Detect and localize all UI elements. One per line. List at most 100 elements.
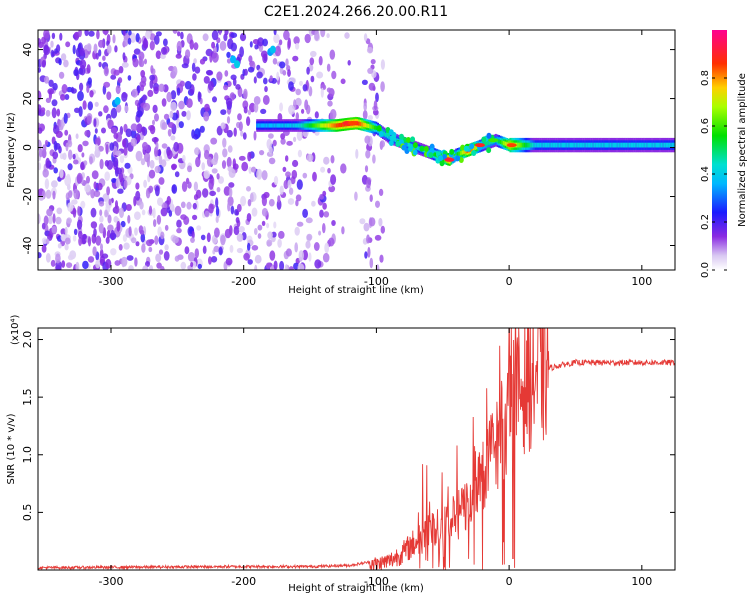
spectrogram-noise-point <box>119 126 124 135</box>
spectrogram-noise-point <box>130 137 137 147</box>
spectrogram-ridge-cell <box>563 142 566 148</box>
spectrogram-ridge-cell <box>337 123 340 128</box>
spectrogram-ridge-cell <box>635 142 637 148</box>
spectrogram-noise-point <box>347 60 351 66</box>
spectrogram-noise-point <box>45 109 51 117</box>
spectrogram-noise-point <box>211 52 219 63</box>
spectrogram-noise-point <box>127 37 132 45</box>
spectrogram-noise-point <box>194 147 200 156</box>
spectrogram-noise-point <box>193 133 199 140</box>
spectrogram-noise-point <box>228 182 235 188</box>
spectrogram-noise-point <box>153 219 157 228</box>
spectrogram-noise-point <box>305 240 311 249</box>
spectrogram-noise-point <box>150 65 154 74</box>
spectrogram-noise-point <box>133 196 137 207</box>
spectrogram-noise-point <box>304 99 309 111</box>
spectrogram-noise-point <box>58 71 65 79</box>
spectrogram-ridge-cell <box>324 123 327 128</box>
spectrogram-noise-point <box>293 262 299 270</box>
spectrogram-noise-point <box>286 140 293 146</box>
spectrogram-ridge-cell <box>273 123 276 128</box>
spectrogram-noise-point <box>216 187 221 193</box>
spectrogram-noise-point <box>105 143 109 155</box>
spectrogram-noise-point <box>250 192 254 203</box>
spectrogram-noise-point <box>45 238 50 245</box>
spectrogram-noise-point <box>103 66 109 77</box>
spectrogram-noise-point <box>375 200 380 208</box>
spectrogram-noise-point <box>362 109 368 120</box>
spectrogram-noise-point <box>80 162 85 171</box>
spectrogram-noise-point <box>218 246 223 256</box>
spectrogram-noise-point <box>98 111 103 117</box>
spectrogram-noise-point <box>366 234 370 244</box>
spectrogram-noise-point <box>102 55 106 61</box>
spectrogram-noise-point <box>285 171 291 178</box>
spectrogram-noise-point <box>320 87 324 98</box>
spectrogram-noise-point <box>177 31 181 37</box>
spectrogram-ridge-cell <box>340 122 343 127</box>
spectrogram-noise-point <box>181 110 187 117</box>
spectrogram-noise-point <box>144 30 151 40</box>
spectrogram-noise-point <box>154 235 159 245</box>
spectrogram-noise-point <box>95 235 102 246</box>
spectrogram-noise-point <box>369 257 374 269</box>
spectrogram-noise-point <box>57 118 61 127</box>
spectrogram-noise-point <box>243 88 248 100</box>
spectrogram-noise-point <box>254 264 258 270</box>
spectrogram-ridge-cell <box>601 142 604 148</box>
spectrogram-noise-point <box>379 140 385 148</box>
spectrogram-noise-point <box>86 43 92 52</box>
spectrogram-noise-point <box>115 177 121 189</box>
spectrogram-noise-point <box>295 97 302 107</box>
spectrogram-ridge-cell <box>313 123 316 128</box>
spectrogram-ridge-cell <box>280 123 282 128</box>
spectrogram-ridge-cell <box>531 142 534 148</box>
spectrogram-noise-point <box>44 139 49 146</box>
spectrogram-noise-point <box>361 79 368 86</box>
spectrogram-noise-point <box>174 171 180 178</box>
spectrogram-noise-point <box>243 106 248 114</box>
spectrogram-ridge-cell <box>652 142 655 148</box>
spectrogram-ridge-cell <box>359 121 362 127</box>
spectrogram-noise-point <box>314 111 319 119</box>
spectrogram-ridge-blob <box>412 149 418 156</box>
spectrogram-noise-point <box>140 84 145 92</box>
spectrogram-speckle <box>114 97 121 106</box>
spectrogram-ridge-cell <box>410 143 413 148</box>
spectrogram-speckle <box>269 45 276 54</box>
spectrogram-noise-point <box>184 246 190 255</box>
spectrogram-noise-point <box>163 251 170 261</box>
spectrogram-ridge-cell <box>278 123 281 128</box>
spectrogram-noise-point <box>131 237 137 244</box>
spectrogram-noise-point <box>284 264 289 270</box>
spectrogram-noise-point <box>204 149 210 160</box>
spectrogram-noise-point <box>243 252 250 261</box>
spectrogram-noise-point <box>160 207 168 217</box>
spectrogram-y-tick-label: -40 <box>21 237 34 255</box>
spectrogram-ridge-cell <box>499 139 502 145</box>
spectrogram-ridge-cell <box>268 123 271 128</box>
spectrogram-noise-point <box>111 178 117 183</box>
spectrogram-noise-point <box>213 245 220 253</box>
spectrogram-noise-point <box>80 200 86 209</box>
spectrogram-ridge-cell <box>288 123 290 128</box>
spectrogram-ridge-cell <box>257 123 260 128</box>
spectrogram-noise-point <box>172 30 178 34</box>
spectrogram-noise-point <box>192 73 197 81</box>
spectrogram-ridge-cell <box>619 142 622 148</box>
spectrogram-noise-point <box>171 184 178 194</box>
spectrogram-ridge-cell <box>571 142 574 148</box>
spectrogram-noise-point <box>44 178 50 190</box>
spectrogram-noise-point <box>52 213 56 224</box>
spectrogram-ridge-blob <box>401 144 407 151</box>
spectrogram-noise-point <box>192 261 197 269</box>
spectrogram-noise-point <box>122 234 127 242</box>
spectrogram-noise-point <box>38 90 42 101</box>
colorbar: 0.0 0.2 0.4 0.6 0.8 Normalized spectral ampl… <box>700 30 748 278</box>
spectrogram-ridge-blob <box>449 148 455 155</box>
spectrogram-noise-point <box>232 158 236 169</box>
spectrogram-noise-point <box>198 92 202 100</box>
spectrogram-ridge-core <box>474 143 485 148</box>
spectrogram-ridge-cell <box>362 122 365 127</box>
spectrogram-noise-point <box>366 177 371 189</box>
